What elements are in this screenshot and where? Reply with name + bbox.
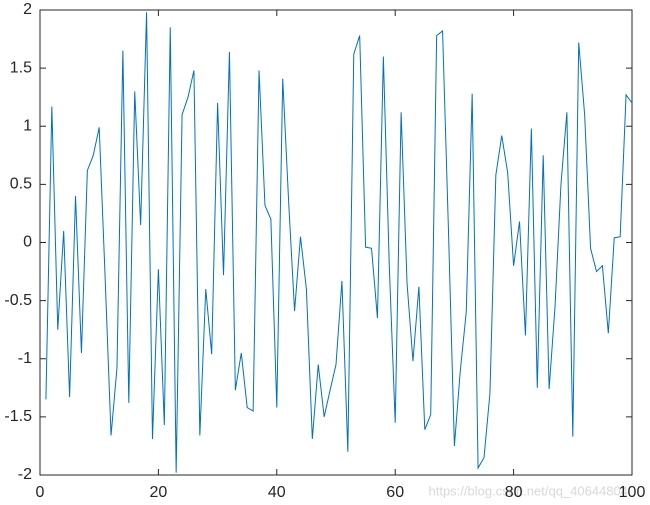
x-tick-label: 60 <box>386 484 404 501</box>
x-tick-label: 100 <box>619 484 646 501</box>
x-tick-label: 80 <box>505 484 523 501</box>
y-tick-label: -2 <box>18 466 32 483</box>
axes-box <box>39 9 633 476</box>
y-tick-label: -0.5 <box>4 292 32 309</box>
x-tick-label: 20 <box>150 484 168 501</box>
y-tick-label: 0.5 <box>10 176 32 193</box>
data-line <box>45 12 633 473</box>
y-tick-label: 1.5 <box>10 59 32 76</box>
x-tick-label: 40 <box>268 484 286 501</box>
watermark: https://blog.csdn.net/qq_40644804 <box>429 483 629 498</box>
y-tick-label: 1 <box>23 117 32 134</box>
x-tick-label: 0 <box>36 484 45 501</box>
y-tick-label: -1.5 <box>4 408 32 425</box>
y-tick-label: -1 <box>18 350 32 367</box>
y-tick-label: 2 <box>23 1 32 18</box>
y-tick-label: 0 <box>23 234 32 251</box>
